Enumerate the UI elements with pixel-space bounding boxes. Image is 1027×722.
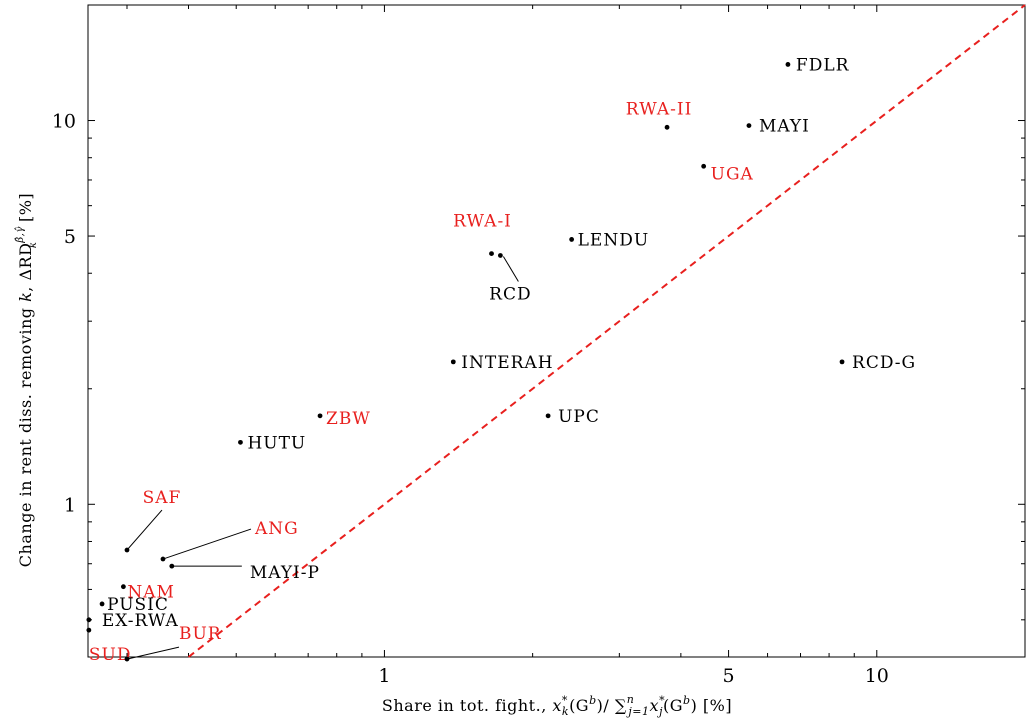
point-label-saf: SAF (143, 488, 182, 508)
data-point-rwa-i (489, 251, 494, 257)
data-point-uga (701, 163, 707, 169)
data-point-interah (450, 359, 456, 365)
data-point-zbw (317, 413, 323, 419)
data-point-saf (124, 547, 130, 553)
point-label-bur: BUR (179, 624, 222, 644)
point-label-mayi-p: MAYI-P (250, 563, 320, 583)
reference-line-y-equals-x (187, 4, 1026, 658)
x-tick-label: 1 (378, 665, 390, 687)
data-point-pusic (99, 601, 105, 607)
data-point-nam (120, 584, 126, 590)
plot-frame (87, 4, 1026, 658)
data-point-lendu (569, 237, 575, 242)
point-label-rwa-ii: RWA-II (626, 99, 693, 119)
point-label-rwa-i: RWA-I (453, 212, 512, 232)
leader-line-saf (126, 509, 163, 551)
data-point-hutu (238, 439, 243, 445)
data-point-fdlr (785, 62, 791, 67)
y-axis-label: Change in rent diss. removing k, ΔRDβ̂,γ… (15, 193, 39, 567)
data-point-sud (86, 627, 92, 633)
data-point-bur (124, 656, 130, 662)
point-label-upc: UPC (558, 407, 600, 427)
x-axis-label: Share in tot. fight., x* k(Gb)/ ∑n j=1x* j(… (382, 693, 732, 718)
data-point-upc (545, 413, 551, 419)
point-label-mayi: MAYI (759, 117, 810, 137)
point-label-ex-rwa: EX-RWA (102, 611, 179, 631)
point-label-uga: UGA (711, 164, 754, 184)
point-label-nam: NAM (127, 583, 175, 603)
point-label-hutu: HUTU (247, 433, 306, 453)
data-point-ang (160, 556, 166, 562)
point-label-lendu: LENDU (578, 230, 650, 250)
data-point-rcd (497, 253, 503, 258)
y-tick-label: 1 (64, 494, 76, 516)
leader-line-bur (126, 646, 180, 660)
point-label-ang: ANG (254, 519, 299, 539)
y-tick-label: 5 (64, 226, 76, 248)
data-point-ex-rwa (86, 617, 92, 623)
data-point-mayi-p (169, 563, 175, 569)
point-label-rcd-g: RCD-G (852, 353, 916, 373)
data-point-rcd-g (839, 359, 845, 365)
point-label-sud: SUD (89, 645, 132, 665)
point-label-pusic: PUSIC (107, 595, 169, 615)
plot-area: 1 5 101510FDLRMAYIRWA-IIUGALENDURWA-IRCDIN… (52, 4, 1026, 687)
x-tick-label: 10 (865, 665, 889, 687)
point-label-interah: INTERAH (461, 353, 553, 373)
point-label-fdlr: FDLR (796, 55, 850, 75)
point-label-zbw: ZBW (326, 409, 371, 429)
y-tick-label: 10 (52, 111, 76, 133)
x-tick-label: 5 (723, 665, 735, 687)
leader-line-ang (162, 528, 252, 560)
data-point-mayi (746, 123, 752, 129)
data-point-rwa-ii (664, 124, 670, 130)
point-label-rcd: RCD (489, 284, 531, 304)
leader-line-rcd (502, 256, 519, 282)
